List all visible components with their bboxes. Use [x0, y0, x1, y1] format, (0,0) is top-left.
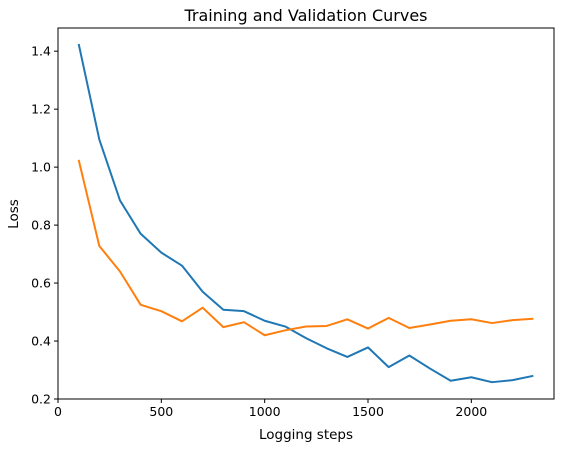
x-tick-label: 1500 [352, 404, 384, 419]
series-line-1 [79, 44, 534, 382]
plot-frame [58, 28, 554, 399]
x-axis-title: Logging steps [259, 427, 353, 443]
chart-title: Training and Validation Curves [183, 6, 427, 25]
y-axis-title: Loss [6, 199, 22, 229]
y-tick-label: 0.4 [31, 334, 51, 349]
y-tick-label: 0.2 [31, 392, 51, 407]
series-line-2 [79, 160, 534, 335]
series-layer [79, 44, 534, 382]
y-tick-label: 0.6 [31, 276, 51, 291]
x-tick-label: 1000 [249, 404, 281, 419]
x-tick-label: 0 [54, 404, 62, 419]
y-tick-label: 1.0 [31, 160, 51, 175]
x-tick-label: 2000 [455, 404, 487, 419]
y-tick-label: 1.4 [31, 44, 51, 59]
y-tick-label: 1.2 [31, 102, 51, 117]
x-tick-label: 500 [149, 404, 173, 419]
y-tick-label: 0.8 [31, 218, 51, 233]
